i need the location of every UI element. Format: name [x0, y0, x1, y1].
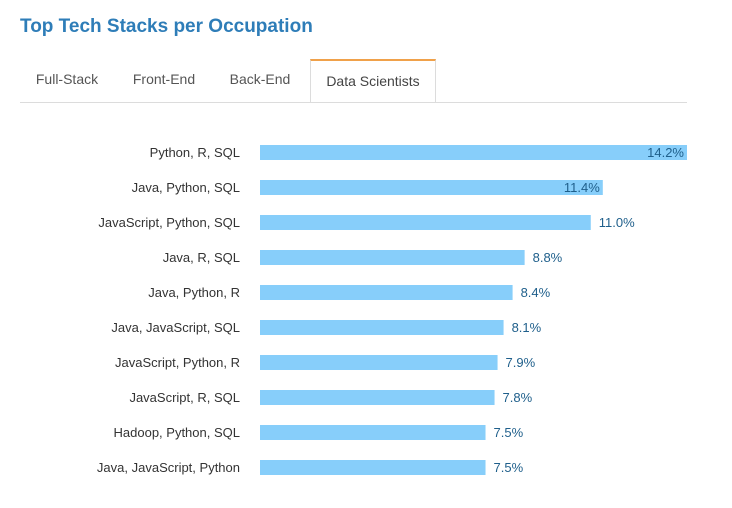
- value-label: 8.1%: [512, 320, 542, 335]
- value-label: 14.2%: [647, 145, 684, 160]
- tab-front-end[interactable]: Front-End: [132, 71, 196, 87]
- bar-java-python-sql: [260, 180, 603, 195]
- category-label: JavaScript, Python, R: [115, 355, 240, 370]
- category-label: Hadoop, Python, SQL: [114, 425, 240, 440]
- bar-java-python-r: [260, 285, 513, 300]
- value-label: 7.5%: [494, 460, 524, 475]
- tab-data-scientists[interactable]: Data Scientists: [310, 59, 436, 102]
- tab-back-end[interactable]: Back-End: [229, 71, 291, 87]
- category-label: JavaScript, Python, SQL: [98, 215, 240, 230]
- bar-hadoop-python-sql: [260, 425, 486, 440]
- value-label: 7.5%: [494, 425, 524, 440]
- tab-full-stack[interactable]: Full-Stack: [35, 71, 99, 87]
- category-label: Java, JavaScript, Python: [97, 460, 240, 475]
- bar-java-javascript-sql: [260, 320, 504, 335]
- category-label: Java, Python, R: [148, 285, 240, 300]
- bar-java-javascript-python: [260, 460, 486, 475]
- category-label: JavaScript, R, SQL: [129, 390, 240, 405]
- bar-python-r-sql: [260, 145, 687, 160]
- value-label: 8.4%: [521, 285, 551, 300]
- value-label: 11.0%: [599, 215, 635, 230]
- bar-java-r-sql: [260, 250, 525, 265]
- value-label: 8.8%: [533, 250, 563, 265]
- category-label: Java, JavaScript, SQL: [111, 320, 240, 335]
- occupation-tabs: Full-Stack Front-End Back-End Data Scien…: [20, 59, 687, 103]
- category-label: Java, R, SQL: [163, 250, 240, 265]
- bar-javascript-r-sql: [260, 390, 495, 405]
- category-label: Python, R, SQL: [150, 145, 240, 160]
- category-label: Java, Python, SQL: [132, 180, 240, 195]
- chart-title: Top Tech Stacks per Occupation: [20, 16, 313, 37]
- value-label: 11.4%: [564, 180, 600, 195]
- bar-javascript-python-sql: [260, 215, 591, 230]
- value-label: 7.9%: [506, 355, 536, 370]
- value-label: 7.8%: [503, 390, 533, 405]
- bar-javascript-python-r: [260, 355, 498, 370]
